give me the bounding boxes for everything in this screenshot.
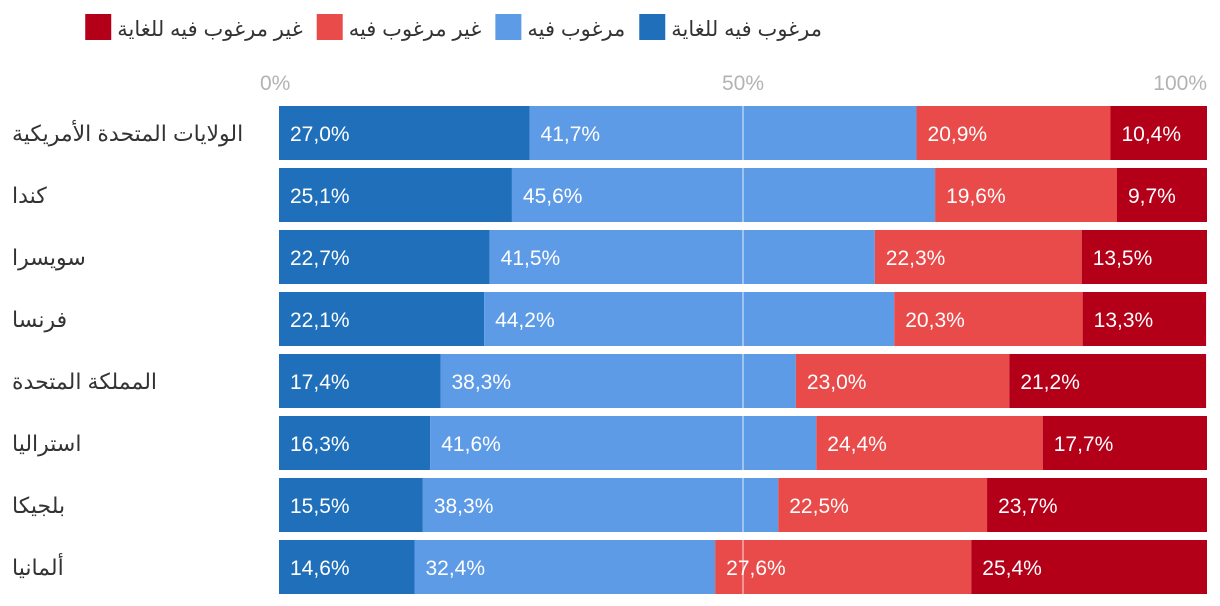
bar-4-1 — [440, 354, 796, 408]
data-label-7-0: 14,6% — [290, 557, 350, 580]
bar-0-0 — [279, 106, 530, 160]
data-label-3-2: 20,3% — [905, 309, 965, 332]
data-label-1-1: 45,6% — [523, 185, 583, 208]
bar-5-2 — [816, 416, 1043, 470]
data-label-6-1: 38,3% — [434, 495, 494, 518]
bar-2-3 — [1081, 230, 1207, 284]
legend-swatch-0 — [639, 14, 666, 40]
bar-7-1 — [414, 540, 716, 594]
bar-2-2 — [874, 230, 1082, 284]
bars — [279, 106, 1207, 594]
data-label-1-3: 9,7% — [1128, 185, 1176, 208]
bar-4-3 — [1009, 354, 1207, 408]
data-label-6-3: 23,7% — [998, 495, 1058, 518]
bar-1-2 — [935, 168, 1117, 222]
data-label-0-3: 10,4% — [1121, 123, 1181, 146]
bar-3-3 — [1082, 292, 1207, 346]
data-label-7-1: 32,4% — [425, 557, 485, 580]
bar-1-1 — [511, 168, 936, 222]
category-label-1: كندا — [12, 183, 47, 208]
x-tick-label-0: 0% — [260, 72, 290, 95]
legend-label-0: مرغوب فيه للغاية — [671, 18, 822, 41]
data-label-6-0: 15,5% — [290, 495, 350, 518]
category-label-4: المملكة المتحدة — [12, 369, 157, 394]
category-label-0: الولايات المتحدة الأمريكية — [12, 120, 243, 146]
data-label-4-0: 17,4% — [290, 371, 350, 394]
bar-6-3 — [987, 478, 1207, 532]
bar-2-1 — [489, 230, 875, 284]
bar-3-1 — [484, 292, 895, 346]
data-label-5-3: 17,7% — [1054, 433, 1114, 456]
category-label-5: استراليا — [12, 431, 81, 456]
data-label-3-1: 44,2% — [495, 309, 555, 332]
category-label-6: بلجيكا — [12, 493, 65, 518]
legend: مرغوب فيه للغاية مرغوب فيه غير مرغوب فيه غي… — [85, 14, 822, 41]
category-label-3: فرنسا — [12, 307, 67, 332]
x-tick-label-1: 50% — [722, 72, 764, 95]
bar-0-2 — [916, 106, 1111, 160]
data-label-5-2: 24,4% — [827, 433, 887, 456]
bar-3-0 — [279, 292, 485, 346]
data-label-2-1: 41,5% — [501, 247, 561, 270]
data-label-5-1: 41,6% — [441, 433, 501, 456]
legend-label-2: غير مرغوب فيه — [349, 18, 482, 41]
data-label-3-3: 13,3% — [1094, 309, 1154, 332]
data-label-5-0: 16,3% — [290, 433, 350, 456]
bar-7-0 — [279, 540, 415, 594]
legend-swatch-2 — [316, 14, 343, 40]
data-label-7-3: 25,4% — [982, 557, 1042, 580]
bar-4-0 — [279, 354, 441, 408]
category-label-7: ألمانيا — [12, 553, 64, 580]
bar-6-2 — [778, 478, 988, 532]
data-label-0-0: 27,0% — [290, 123, 350, 146]
bar-6-0 — [279, 478, 423, 532]
data-label-6-2: 22,5% — [789, 495, 849, 518]
bar-5-3 — [1042, 416, 1207, 470]
x-tick-label-2: 100% — [1153, 72, 1207, 95]
bar-4-2 — [795, 354, 1010, 408]
bar-5-1 — [430, 416, 817, 470]
data-label-2-0: 22,7% — [290, 247, 350, 270]
bar-2-0 — [279, 230, 490, 284]
bar-7-2 — [715, 540, 972, 594]
bar-7-3 — [971, 540, 1207, 594]
data-label-2-3: 13,5% — [1093, 247, 1153, 270]
bar-0-1 — [529, 106, 917, 160]
data-label-1-2: 19,6% — [946, 185, 1006, 208]
bar-1-0 — [279, 168, 512, 222]
legend-label-3: غير مرغوب فيه للغاية — [117, 18, 302, 41]
category-labels: الولايات المتحدة الأمريكية كندا سويسرا فرنس… — [12, 120, 243, 580]
value-labels: 27,0% 41,7% 20,9% 10,4% 25,1% 45,6% 19,6% 9,7% 2… — [290, 123, 1181, 580]
category-label-2: سويسرا — [12, 245, 86, 270]
bar-0-3 — [1110, 106, 1207, 160]
data-label-4-1: 38,3% — [451, 371, 511, 394]
data-label-4-2: 23,0% — [807, 371, 867, 394]
bar-3-2 — [894, 292, 1083, 346]
data-label-7-2: 27,6% — [726, 557, 786, 580]
data-label-3-0: 22,1% — [290, 309, 350, 332]
bar-1-3 — [1116, 168, 1207, 222]
legend-label-1: مرغوب فيه — [527, 18, 625, 41]
bar-6-1 — [422, 478, 779, 532]
data-label-1-0: 25,1% — [290, 185, 350, 208]
data-label-2-2: 22,3% — [886, 247, 946, 270]
x-axis-ticks: 0% 50% 100% — [260, 72, 1207, 95]
data-label-4-3: 21,2% — [1020, 371, 1080, 394]
legend-swatch-1 — [495, 14, 522, 40]
data-label-0-2: 20,9% — [928, 123, 988, 146]
bar-5-0 — [279, 416, 431, 470]
legend-swatch-3 — [85, 14, 112, 40]
data-label-0-1: 41,7% — [541, 123, 601, 146]
